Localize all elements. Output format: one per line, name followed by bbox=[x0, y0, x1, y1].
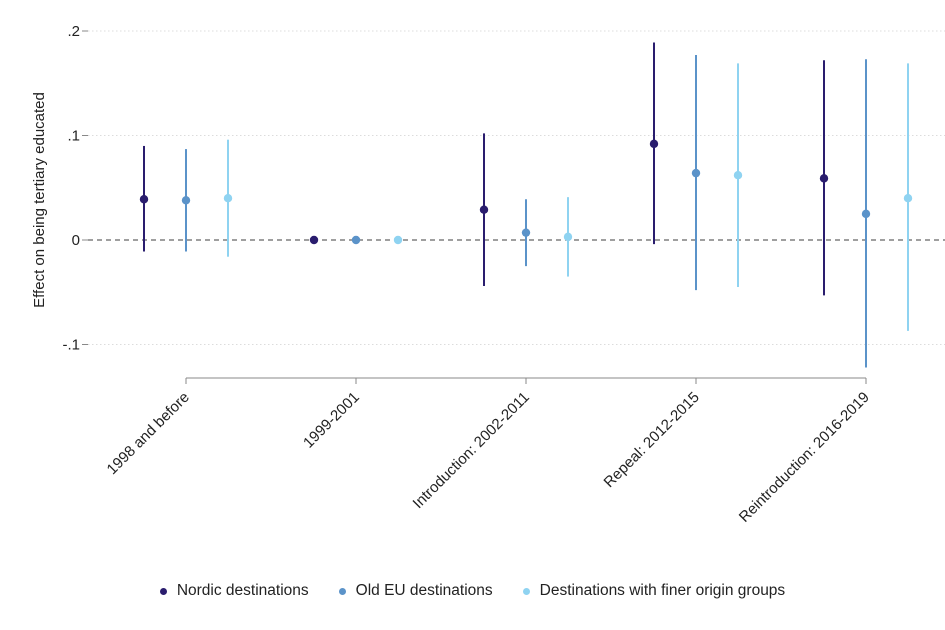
point-estimate bbox=[181, 196, 191, 205]
x-tick-label: 1999-2001 bbox=[300, 389, 363, 452]
point-estimate bbox=[691, 168, 701, 178]
point-estimate bbox=[733, 171, 743, 180]
point-estimate bbox=[479, 205, 489, 214]
point-estimate bbox=[521, 228, 531, 237]
point-estimate bbox=[351, 235, 361, 245]
point-estimate bbox=[139, 195, 149, 204]
x-tick-label: Repeal: 2012-2015 bbox=[601, 389, 703, 491]
legend-item-nordic: Nordic destinations bbox=[159, 582, 309, 600]
point-estimate bbox=[223, 194, 233, 203]
legend-item-finer-origin: Destinations with finer origin groups bbox=[522, 582, 786, 600]
legend-marker-nordic bbox=[159, 587, 167, 595]
point-estimate bbox=[861, 209, 871, 219]
y-tick-label: .1 bbox=[67, 128, 80, 145]
legend-label-old-eu: Old EU destinations bbox=[355, 582, 493, 599]
point-estimate bbox=[649, 139, 659, 149]
legend-item-old-eu: Old EU destinations bbox=[338, 582, 493, 600]
point-estimate bbox=[393, 235, 403, 245]
y-axis-label: Effect on being tertiary educated bbox=[31, 92, 48, 308]
point-estimate bbox=[563, 232, 573, 242]
y-tick-label: 0 bbox=[72, 232, 80, 249]
x-tick-label: Introduction: 2002-2011 bbox=[410, 389, 533, 512]
y-tick-label: .2 bbox=[67, 23, 80, 40]
point-estimate bbox=[309, 235, 319, 245]
legend: Nordic destinations Old EU destinations … bbox=[0, 582, 945, 600]
legend-marker-finer-origin bbox=[522, 587, 530, 595]
legend-marker-old-eu bbox=[338, 587, 346, 595]
point-estimate bbox=[819, 174, 829, 183]
legend-label-finer-origin: Destinations with finer origin groups bbox=[539, 582, 786, 599]
x-tick-label: 1998 and before bbox=[104, 389, 193, 478]
x-tick-label: Reintroduction: 2016-2019 bbox=[736, 389, 873, 526]
point-estimate bbox=[903, 194, 913, 203]
y-tick-label: -.1 bbox=[62, 337, 80, 354]
legend-label-nordic: Nordic destinations bbox=[176, 582, 309, 599]
